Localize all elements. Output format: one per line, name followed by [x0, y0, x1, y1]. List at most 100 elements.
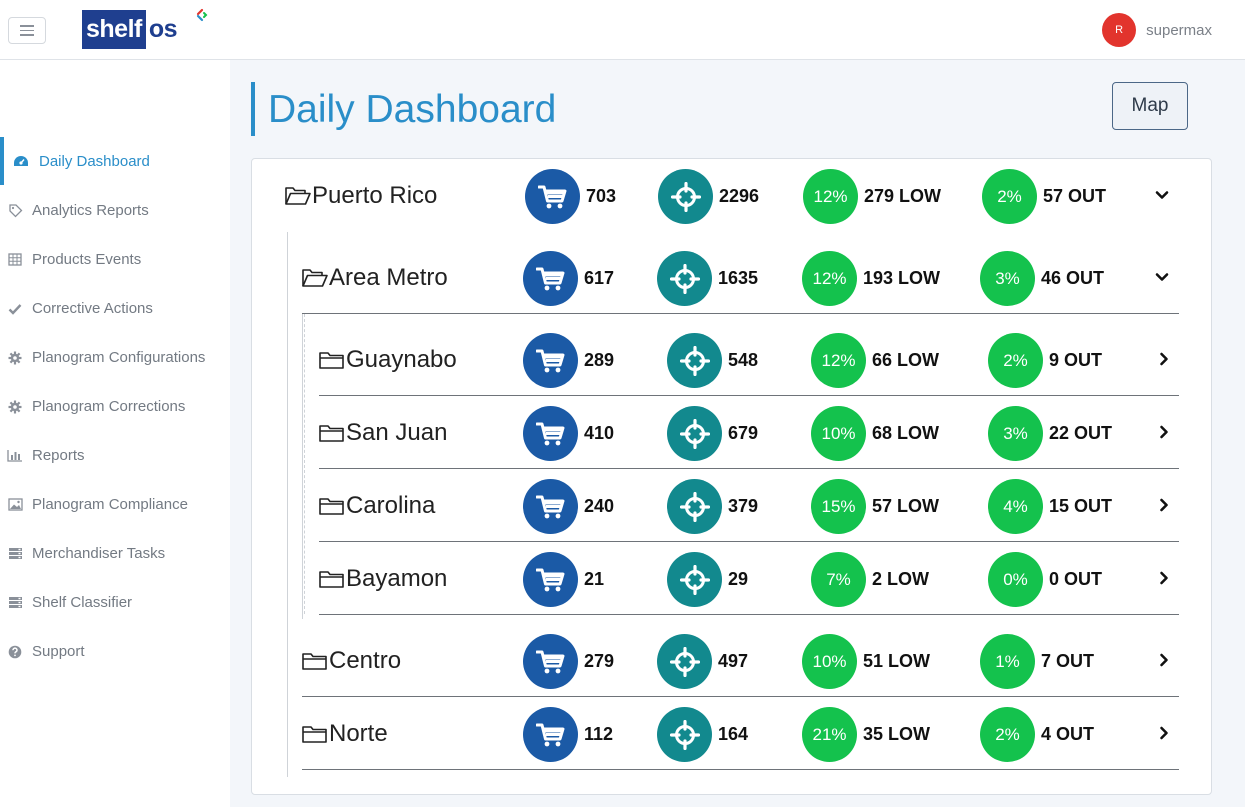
folder-icon [302, 725, 327, 743]
menu-toggle-button[interactable] [8, 17, 46, 44]
target-icon [667, 552, 722, 607]
sidebar-item-daily-dashboard[interactable]: Daily Dashboard [0, 137, 230, 186]
cart-count-value: 240 [584, 496, 615, 516]
tree-row[interactable]: Norte 112 164 21% 35 LOW 2% 4 OUT [302, 698, 1179, 770]
row-name[interactable]: Area Metro [302, 264, 448, 292]
row-name[interactable]: Carolina [319, 492, 435, 520]
cart-icon [523, 333, 578, 388]
tree-guide-level2 [304, 314, 305, 614]
chevron-right-icon[interactable] [1156, 652, 1172, 668]
tree-row[interactable]: Guaynabo 289 548 12% 66 LOW 2% 9 OUT [319, 324, 1179, 396]
logo-mark-icon [196, 8, 208, 22]
row-name-text: Centro [329, 646, 402, 674]
tree-guide-level1 [287, 232, 288, 777]
user-menu[interactable]: R supermax [1102, 13, 1212, 47]
folder-icon [319, 497, 344, 515]
out-of-stock-percent: 1% [980, 634, 1035, 689]
tree-row[interactable]: Centro 279 497 10% 51 LOW 1% 7 OUT [302, 625, 1179, 697]
sidebar-item-planogram-corrections[interactable]: Planogram Corrections [0, 382, 230, 431]
target-icon [657, 707, 712, 762]
tree-row[interactable]: Bayamon 21 29 7% 2 LOW 0% 0 OUT [319, 543, 1179, 615]
hamburger-icon-line [20, 29, 34, 32]
tree-row[interactable]: Carolina 240 379 15% 57 LOW 4% 15 OUT [319, 470, 1179, 542]
chevron-right-icon[interactable] [1156, 497, 1172, 513]
tree-row[interactable]: San Juan 410 679 10% 68 LOW 3% 22 OUT [319, 397, 1179, 469]
low-stock-percent: 10% [802, 634, 857, 689]
chevron-right-icon[interactable] [1156, 424, 1172, 440]
row-name-text: Bayamon [346, 564, 448, 592]
out-of-stock-metric: 2% 4 OUT [980, 707, 1094, 762]
target-icon [657, 251, 712, 306]
row-name-text: Carolina [346, 491, 436, 519]
sidebar-item-label: Reports [32, 447, 85, 464]
sidebar-item-planogram-compliance[interactable]: Planogram Compliance [0, 480, 230, 529]
cart-icon [525, 169, 580, 224]
sidebar-item-label: Support [32, 643, 85, 660]
folder-open-icon [285, 187, 311, 205]
hamburger-icon-line [20, 34, 34, 36]
chevron-down-icon[interactable] [1154, 269, 1170, 285]
cart-count-value: 617 [584, 268, 615, 288]
low-stock-value: 35 LOW [863, 724, 931, 744]
cart-count-metric: 289 [523, 333, 614, 388]
target-count-value: 29 [728, 569, 749, 589]
target-count-metric: 497 [657, 634, 748, 689]
page-title: Daily Dashboard [268, 88, 557, 131]
cart-icon [523, 552, 578, 607]
folder-icon [319, 424, 344, 442]
chevron-right-icon[interactable] [1156, 351, 1172, 367]
low-stock-metric: 12% 193 LOW [802, 251, 940, 306]
sidebar-item-shelf-classifier[interactable]: Shelf Classifier [0, 578, 230, 627]
sidebar-item-corrective-actions[interactable]: Corrective Actions [0, 284, 230, 333]
cart-icon [523, 406, 578, 461]
title-accent-bar [251, 82, 255, 136]
tree-row[interactable]: Puerto Rico 703 2296 12% 279 LOW 2% 57 OUT [285, 160, 1179, 232]
out-of-stock-value: 7 OUT [1041, 651, 1095, 671]
low-stock-percent: 12% [803, 169, 858, 224]
low-stock-percent: 21% [802, 707, 857, 762]
target-icon [658, 169, 713, 224]
target-icon [657, 634, 712, 689]
sidebar-item-planogram-configurations[interactable]: Planogram Configurations [0, 333, 230, 382]
sidebar-item-reports[interactable]: Reports [0, 431, 230, 480]
out-of-stock-percent: 2% [980, 707, 1035, 762]
folder-icon [319, 570, 344, 588]
low-stock-metric: 15% 57 LOW [811, 479, 939, 534]
low-stock-value: 51 LOW [863, 651, 931, 671]
tree-row[interactable]: Area Metro 617 1635 12% 193 LOW 3% 46 OUT [302, 242, 1179, 314]
out-of-stock-metric: 0% 0 OUT [988, 552, 1102, 607]
out-of-stock-metric: 1% 7 OUT [980, 634, 1094, 689]
chevron-right-icon[interactable] [1156, 570, 1172, 586]
low-stock-percent: 12% [802, 251, 857, 306]
row-name[interactable]: San Juan [319, 419, 447, 447]
low-stock-value: 279 LOW [864, 186, 942, 206]
out-of-stock-metric: 2% 57 OUT [982, 169, 1106, 224]
row-name[interactable]: Norte [302, 720, 388, 748]
avatar[interactable]: R [1102, 13, 1137, 47]
sidebar-item-label: Planogram Corrections [32, 398, 186, 415]
sidebar-item-products-events[interactable]: Products Events [0, 235, 230, 284]
logo[interactable]: shelf os [82, 8, 208, 49]
chevron-right-icon[interactable] [1156, 725, 1172, 741]
sidebar-item-support[interactable]: Support [0, 627, 230, 676]
target-count-metric: 1635 [657, 251, 758, 306]
top-bar: shelf os R supermax [0, 0, 1245, 60]
username[interactable]: supermax [1146, 21, 1212, 39]
sidebar-item-merchandiser-tasks[interactable]: Merchandiser Tasks [0, 529, 230, 578]
cart-count-metric: 617 [523, 251, 614, 306]
sidebar-item-analytics-reports[interactable]: Analytics Reports [0, 186, 230, 235]
sidebar-nav: Daily Dashboard Analytics Reports Products… [0, 137, 230, 676]
hamburger-icon [20, 25, 34, 27]
row-name-text: Guaynabo [346, 345, 457, 373]
row-name-text: Norte [329, 719, 388, 747]
chevron-down-icon[interactable] [1154, 187, 1170, 203]
row-name[interactable]: Guaynabo [319, 346, 457, 374]
row-name[interactable]: Centro [302, 647, 401, 675]
target-count-value: 548 [728, 350, 759, 370]
sidebar-item-label: Products Events [32, 251, 142, 268]
row-name[interactable]: Puerto Rico [285, 182, 437, 210]
row-name[interactable]: Bayamon [319, 565, 447, 593]
map-button[interactable]: Map [1112, 82, 1188, 130]
low-stock-metric: 10% 51 LOW [802, 634, 930, 689]
sidebar-item-label: Merchandiser Tasks [32, 545, 166, 562]
